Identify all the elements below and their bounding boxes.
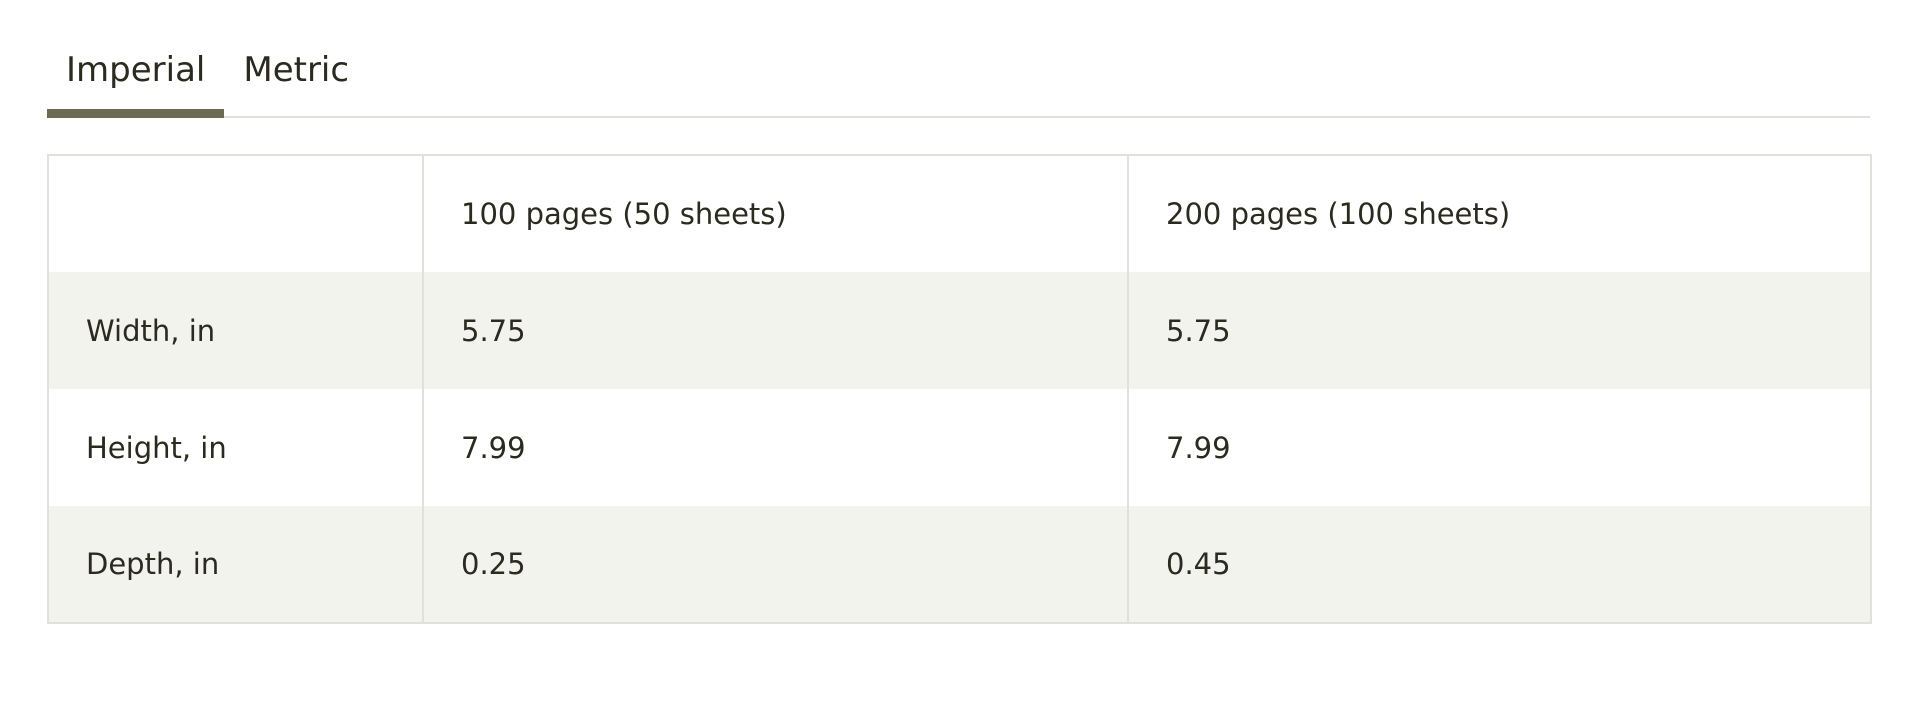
table-row: Width, in 5.75 5.75 [48, 272, 1871, 389]
row-label: Height, in [86, 430, 227, 465]
dimensions-table: 100 pages (50 sheets) 200 pages (100 she… [47, 154, 1872, 624]
tab-imperial[interactable]: Imperial [47, 0, 225, 118]
tab-metric[interactable]: Metric [243, 50, 350, 90]
row-label: Depth, in [48, 506, 423, 623]
row-label: Width, in [48, 272, 423, 389]
table-cell: 7.99 [1127, 389, 1871, 506]
table-cell: 0.45 [1127, 506, 1871, 623]
table-cell: 7.99 [422, 389, 1128, 506]
table-header-cell [48, 155, 423, 272]
table-header-cell: 200 pages (100 sheets) [1127, 155, 1871, 272]
table-cell: 0.25 [422, 506, 1128, 623]
table-row: Depth, in 0.25 0.45 [48, 506, 1871, 623]
table-row: Height, in 7.99 7.99 [48, 389, 1871, 506]
specs-panel: Imperial Metric 100 pages (50 sheets) 20… [47, 0, 1872, 624]
table-header-row: 100 pages (50 sheets) 200 pages (100 she… [48, 155, 1871, 272]
table-header-cell: 100 pages (50 sheets) [422, 155, 1128, 272]
unit-tabs: Imperial Metric [47, 0, 1870, 118]
table-cell: 5.75 [1127, 272, 1871, 389]
table-cell: 5.75 [422, 272, 1128, 389]
